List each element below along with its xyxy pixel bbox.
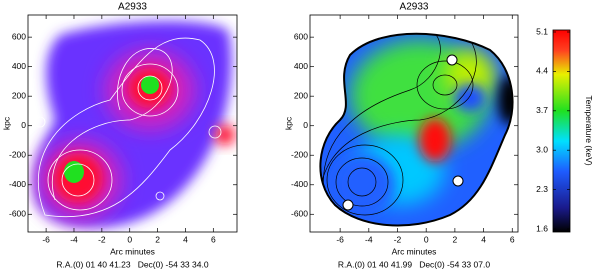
- colorbar-tick-label: 4.4: [536, 66, 548, 76]
- y-tick-label: -400: [291, 179, 308, 189]
- y-tick-label: 200: [294, 90, 308, 100]
- colorbar-tick-label: 1.6: [536, 223, 548, 233]
- right-map: [319, 32, 514, 227]
- x-tick-label: 6: [510, 234, 515, 244]
- x-tick-label: -4: [365, 234, 373, 244]
- x-tick-label: 0: [424, 234, 429, 244]
- y-tick-label: -600: [9, 209, 26, 219]
- y-tick-label: 400: [294, 61, 308, 71]
- y-tick-label: 0: [21, 120, 26, 130]
- x-tick-label: 4: [183, 234, 188, 244]
- y-tick-label: 200: [12, 90, 26, 100]
- x-axis-label: Arc minutes: [110, 246, 155, 256]
- plot-frame: [27, 14, 238, 233]
- left-map: [34, 20, 235, 228]
- colorbar-label: Temperature (keV): [584, 95, 594, 166]
- footer: R.A.(0) 01 40 41.99 Dec(0) -54 33 07.0: [338, 259, 490, 269]
- y-tick-label: -400: [9, 179, 26, 189]
- y-axis-label: kpc: [283, 116, 293, 130]
- y-tick-label: -200: [9, 149, 26, 159]
- x-tick-label: 2: [155, 234, 160, 244]
- x-axis-label: Arc minutes: [392, 246, 437, 256]
- y-tick-label: 0: [303, 120, 308, 130]
- y-tick-label: 600: [12, 31, 26, 41]
- x-tick-label: -2: [394, 234, 402, 244]
- colorbar: [552, 29, 571, 233]
- x-tick-label: 4: [481, 234, 486, 244]
- title: A2933: [400, 2, 429, 13]
- y-tick-label: -600: [291, 209, 308, 219]
- colorbar-tick-label: 5.1: [536, 26, 548, 36]
- colorbar-tick-label: 2.3: [536, 184, 548, 194]
- y-axis-label: kpc: [1, 116, 11, 130]
- colorbar-tick-label: 3.0: [536, 144, 548, 154]
- x-tick-label: 6: [211, 234, 216, 244]
- x-tick-label: -6: [336, 234, 344, 244]
- x-tick-label: -2: [98, 234, 106, 244]
- y-tick-label: 400: [12, 61, 26, 71]
- plot-frame: [309, 14, 519, 233]
- title: A2933: [118, 2, 147, 13]
- x-tick-label: 2: [453, 234, 458, 244]
- y-tick-label: -200: [291, 149, 308, 159]
- footer: R.A.(0) 01 40 41.23 Dec(0) -54 33 34.0: [56, 259, 208, 269]
- x-tick-label: -6: [42, 234, 50, 244]
- x-tick-label: 0: [127, 234, 132, 244]
- y-tick-label: 600: [294, 31, 308, 41]
- x-tick-label: -4: [70, 234, 78, 244]
- colorbar-tick-label: 3.7: [536, 105, 548, 115]
